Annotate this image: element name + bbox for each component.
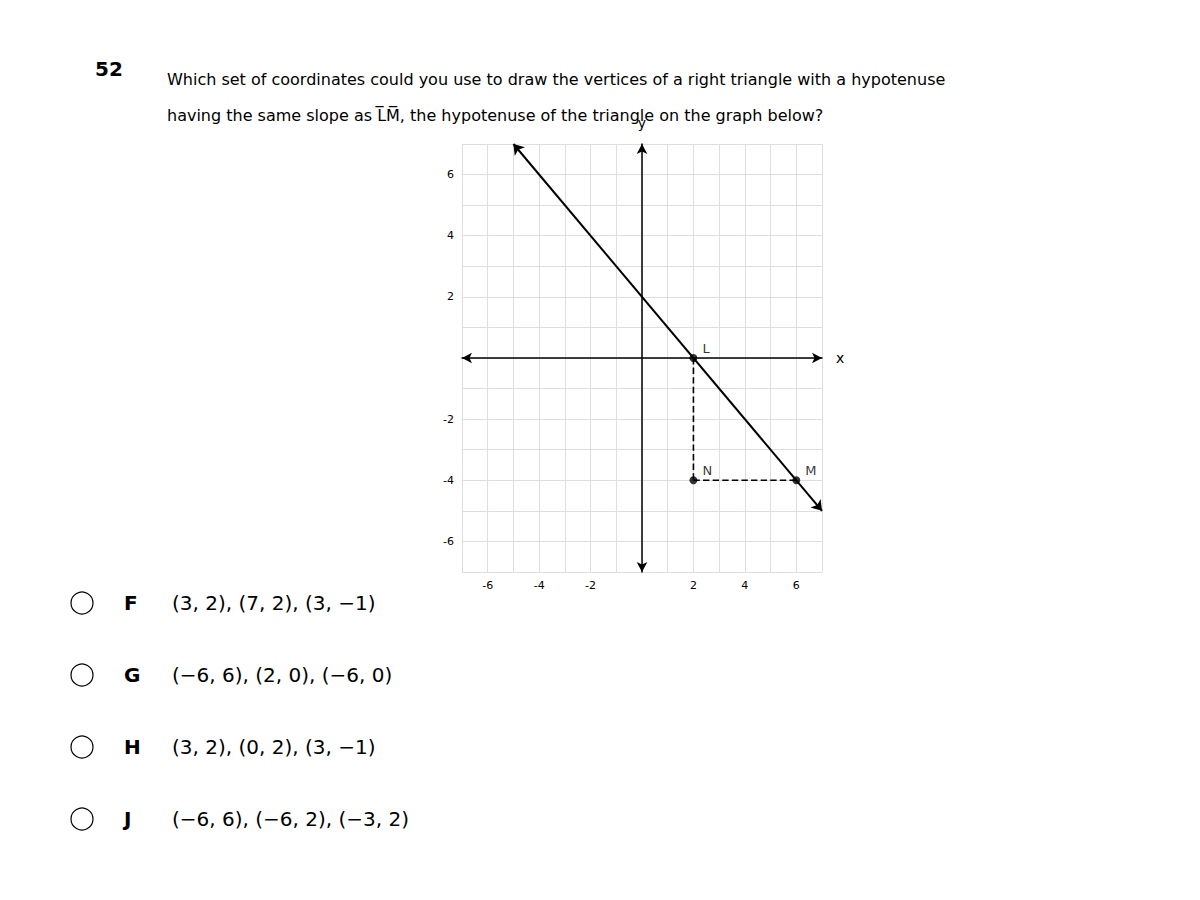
svg-text:(−6, 6), (−6, 2), (−3, 2): (−6, 6), (−6, 2), (−3, 2) xyxy=(172,807,409,831)
svg-text:(3, 2), (0, 2), (3, −1): (3, 2), (0, 2), (3, −1) xyxy=(172,735,376,759)
svg-text:(−6, 6), (2, 0), (−6, 0): (−6, 6), (2, 0), (−6, 0) xyxy=(172,663,392,687)
svg-text:-2: -2 xyxy=(443,413,454,426)
svg-text:having the same slope as L̅M̅,: having the same slope as L̅M̅, the hypot… xyxy=(167,106,823,125)
svg-text:4: 4 xyxy=(447,229,454,242)
svg-text:-6: -6 xyxy=(482,579,493,592)
svg-text:(3, 2), (7, 2), (3, −1): (3, 2), (7, 2), (3, −1) xyxy=(172,591,376,615)
svg-text:6: 6 xyxy=(447,168,454,181)
svg-text:2: 2 xyxy=(447,290,454,303)
svg-text:-4: -4 xyxy=(534,579,545,592)
svg-text:52: 52 xyxy=(95,57,123,81)
svg-text:L: L xyxy=(702,341,710,356)
svg-text:M: M xyxy=(805,463,816,478)
svg-text:G: G xyxy=(124,663,140,687)
svg-text:x: x xyxy=(836,350,844,366)
svg-text:F: F xyxy=(124,591,138,615)
svg-text:6: 6 xyxy=(793,579,800,592)
svg-text:-2: -2 xyxy=(585,579,596,592)
svg-text:Which set of coordinates could: Which set of coordinates could you use t… xyxy=(167,70,945,89)
svg-text:2: 2 xyxy=(690,579,697,592)
svg-text:-4: -4 xyxy=(443,474,454,487)
svg-text:-6: -6 xyxy=(443,535,454,548)
svg-text:N: N xyxy=(702,463,712,478)
svg-text:J: J xyxy=(122,807,131,831)
svg-text:H: H xyxy=(124,735,141,759)
svg-text:4: 4 xyxy=(741,579,748,592)
